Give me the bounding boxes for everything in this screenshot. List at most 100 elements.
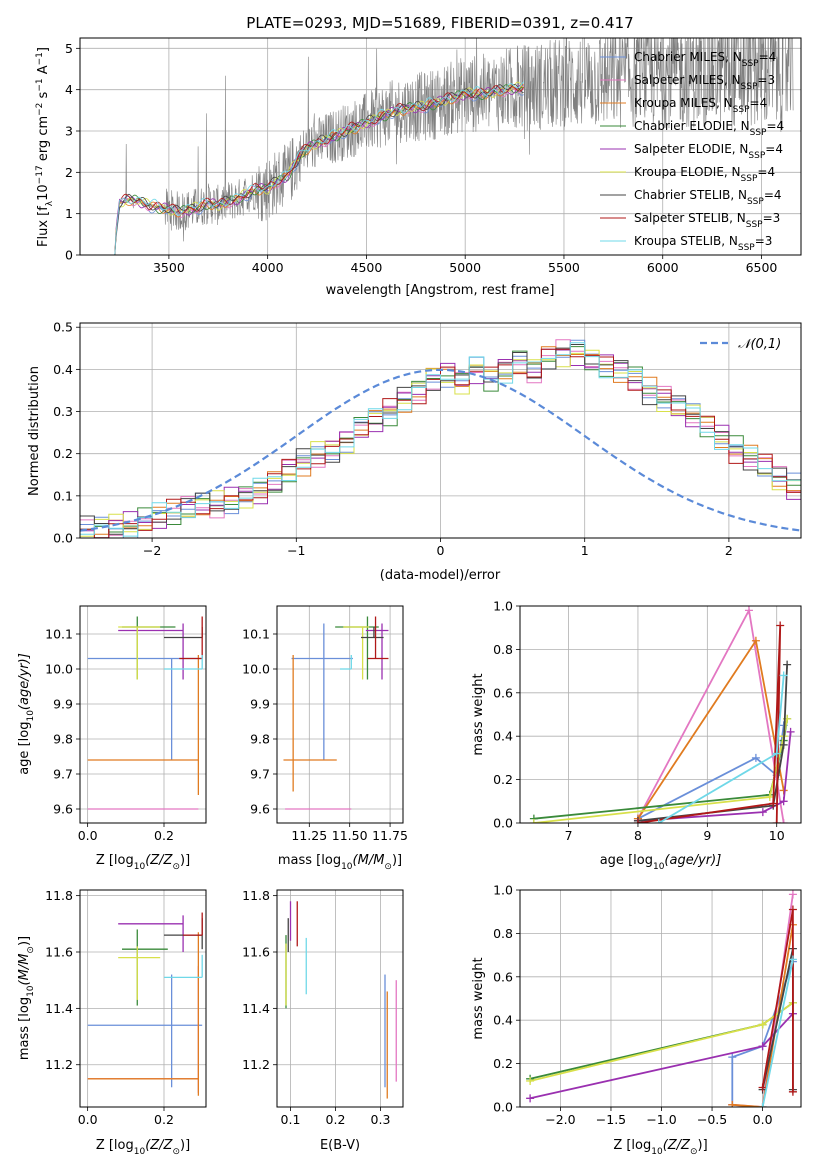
- label-part: ]: [36, 47, 51, 52]
- weight-marker: [758, 808, 767, 817]
- label-part: 10: [134, 862, 146, 872]
- y-tick-label: 0.4: [53, 362, 73, 377]
- weight-marker: [529, 819, 538, 823]
- y-tick-label: 0.0: [53, 531, 73, 546]
- label-part: Z [log: [96, 853, 134, 868]
- x-tick-label: 0.3: [371, 1112, 391, 1127]
- weight-marker: [751, 636, 760, 645]
- errorbar-point: [118, 915, 184, 952]
- label-part: Kroupa STELIB, N: [634, 234, 738, 248]
- y-tick-label: 11.6: [242, 945, 270, 960]
- weight-marker: [779, 819, 788, 823]
- errorbar-point: [367, 616, 389, 660]
- weight-line: [761, 959, 794, 1107]
- x-tick-label: 0: [437, 543, 445, 558]
- label-part: Chabrier ELODIE, N: [634, 119, 750, 133]
- label-part: =3: [755, 234, 773, 248]
- axes-frame: [276, 889, 404, 1108]
- label-part: =4: [757, 165, 775, 179]
- plot-area: [283, 616, 389, 810]
- label-part: SSP: [741, 82, 758, 92]
- y-tick-label: 9.8: [53, 732, 73, 747]
- label-part: SSP: [733, 105, 750, 115]
- label-part: −1: [35, 78, 45, 91]
- x-tick-label: 9: [703, 828, 711, 843]
- y-tick-label: 11.8: [242, 888, 270, 903]
- label-part: (Z/Z: [145, 853, 173, 868]
- y-tick-label: 11.4: [242, 1001, 270, 1016]
- x-tick-label: 0.2: [154, 1112, 174, 1127]
- weight-marker: [526, 1076, 535, 1085]
- weight_vs_Z-panel: −2.0 −1.5 −1.0 −0.5 0.0 0.0 0.2 0.4 0.6 0.8 1.0 Z […: [471, 883, 802, 1157]
- weight-marker: [779, 740, 788, 749]
- x-tick-label: 6000: [647, 260, 679, 275]
- label-part: ⊙: [26, 946, 36, 954]
- y-tick-label: 0.8: [493, 926, 513, 941]
- legend-label: Salpeter ELODIE, NSSP=4: [634, 142, 783, 161]
- legend: 𝒩(0,1): [700, 337, 781, 352]
- x-tick-label: −0.5: [697, 1112, 727, 1127]
- weight-marker: [779, 797, 788, 806]
- residual-histogram: [80, 344, 801, 535]
- errorbar-point: [164, 954, 203, 979]
- weight-marker: [783, 660, 792, 669]
- y-axis-label: mass weight: [471, 673, 486, 755]
- label-part: 10: [651, 1147, 663, 1157]
- y-tick-label: 11.6: [45, 945, 73, 960]
- errorbar-point: [283, 655, 337, 792]
- y-tick-label: 0.3: [53, 404, 73, 419]
- y-tick-label: 11.2: [45, 1057, 73, 1072]
- label-part: =3: [757, 73, 775, 87]
- label-part: A: [36, 65, 51, 78]
- x-tick-label: 4500: [351, 260, 383, 275]
- x-tick-label: 11.25: [291, 828, 327, 843]
- label-part: SSP: [738, 243, 755, 253]
- label-part: mass [log: [278, 853, 341, 868]
- errorbar-point: [335, 616, 379, 680]
- weight-marker: [786, 727, 795, 736]
- x-tick-label: 5000: [449, 260, 481, 275]
- label-part: =4: [766, 119, 784, 133]
- label-part: s: [36, 91, 51, 102]
- y-tick-label: 0.2: [493, 1056, 513, 1071]
- label-part: SSP: [741, 174, 758, 184]
- mass_vs_ebv-panel: 0.1 0.2 0.3 11.2 11.4 11.6 11.8 E(B-V): [242, 888, 404, 1153]
- x-tick-label: −1.0: [646, 1112, 676, 1127]
- errorbar-point: [122, 929, 168, 1006]
- legend-label: Chabrier MILES, NSSP=4: [634, 50, 776, 69]
- axes-frame: [79, 889, 207, 1108]
- errorbar-point: [87, 932, 200, 1096]
- label-part: SSP: [742, 59, 759, 69]
- errorbar-point: [122, 616, 176, 680]
- weight-marker: [654, 819, 663, 823]
- label-part: ⊙: [690, 1147, 698, 1157]
- y-tick-label: 0.0: [493, 1100, 513, 1115]
- label-part: Kroupa ELODIE, N: [634, 165, 741, 179]
- weight-marker: [788, 890, 797, 899]
- y-tick-label: 9.7: [250, 767, 270, 782]
- label-part: ⊙: [172, 862, 180, 872]
- x-tick-label: 10: [769, 828, 785, 843]
- x-tick-label: 7: [565, 828, 573, 843]
- errorbar-point: [164, 655, 203, 670]
- label-part: =4: [750, 96, 768, 110]
- y-axis-label: age [log10(age/yr)]: [17, 653, 36, 775]
- label-part: (M/M: [353, 853, 385, 868]
- label-part: λ: [45, 200, 55, 206]
- label-part: 10: [26, 710, 36, 722]
- axes-frame: [519, 889, 802, 1108]
- weight-line: [761, 909, 794, 1092]
- label-part: (Z/Z: [663, 1138, 691, 1153]
- label-part: =4: [764, 188, 782, 202]
- label-part: (Z/Z: [145, 1138, 173, 1153]
- errorbar-point: [118, 623, 184, 680]
- y-tick-label: 5: [65, 41, 73, 56]
- weight-marker: [633, 819, 642, 823]
- plot-area: [285, 901, 397, 1099]
- y-tick-label: 3: [65, 124, 73, 139]
- figure-title: PLATE=0293, MJD=51689, FIBERID=0391, z=0…: [246, 14, 633, 32]
- label-part: 10: [26, 985, 36, 997]
- label-part: Chabrier STELIB, N: [634, 188, 747, 202]
- y-tick-label: 9.9: [53, 697, 73, 712]
- weight-marker: [758, 1103, 767, 1107]
